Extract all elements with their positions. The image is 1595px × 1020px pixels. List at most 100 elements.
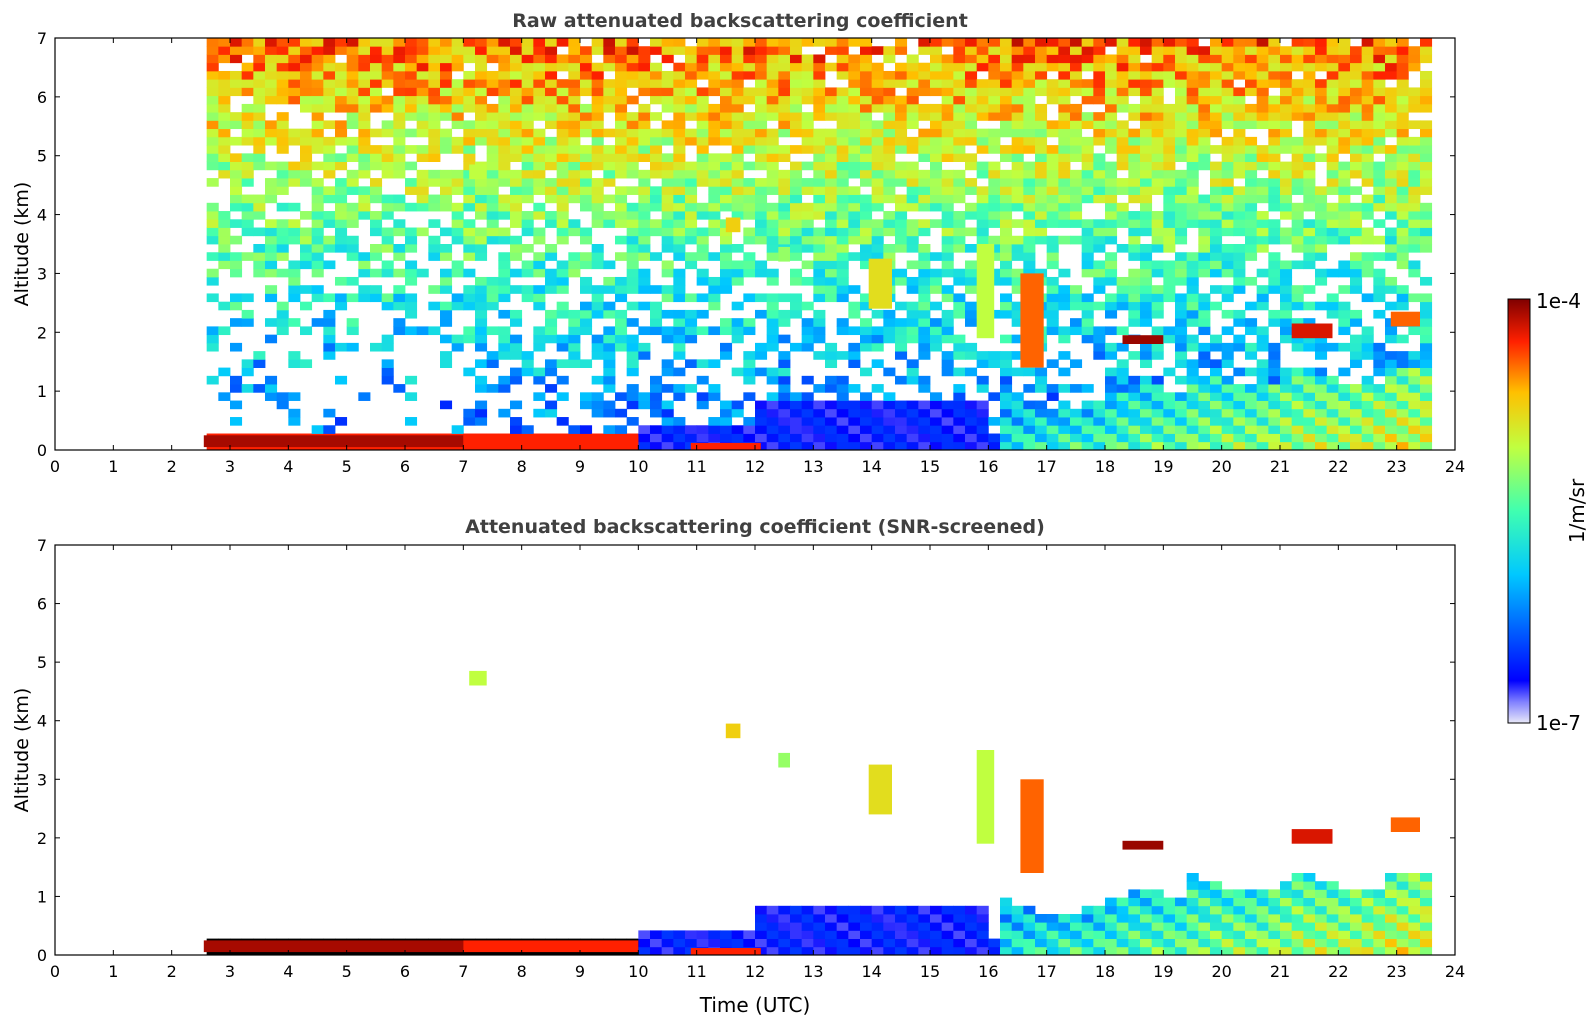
heatmap-cell bbox=[1245, 897, 1258, 907]
heatmap-cell bbox=[1315, 219, 1328, 228]
heatmap-cell bbox=[1070, 433, 1083, 443]
heatmap-cell bbox=[965, 309, 978, 319]
heatmap-cell bbox=[1081, 161, 1094, 171]
heatmap-cell bbox=[1280, 79, 1293, 88]
heatmap-cell bbox=[218, 136, 231, 146]
heatmap-cell bbox=[1175, 914, 1188, 923]
heatmap-cell bbox=[1081, 260, 1094, 270]
heatmap-cell bbox=[848, 54, 861, 64]
heatmap-cell bbox=[1350, 433, 1363, 443]
heatmap-cell bbox=[988, 359, 1001, 368]
heatmap-cell bbox=[673, 153, 686, 162]
heatmap-cell bbox=[1151, 227, 1164, 237]
heatmap-cell bbox=[405, 62, 418, 72]
heatmap-cell bbox=[288, 136, 301, 146]
y-tick-label: 7 bbox=[37, 29, 47, 48]
heatmap-cell bbox=[860, 392, 873, 401]
heatmap-cell bbox=[918, 425, 931, 434]
heatmap-cell bbox=[545, 276, 558, 286]
heatmap-cell bbox=[906, 359, 919, 368]
heatmap-cell bbox=[708, 433, 721, 443]
heatmap-cell bbox=[790, 70, 803, 80]
heatmap-cell bbox=[965, 938, 978, 948]
heatmap-cell bbox=[1070, 169, 1083, 179]
heatmap-cell bbox=[626, 342, 639, 352]
heatmap-cell bbox=[1070, 938, 1083, 948]
heatmap-cell bbox=[976, 136, 989, 146]
heatmap-cell bbox=[848, 235, 861, 245]
heatmap-cell bbox=[521, 359, 534, 368]
heatmap-cell bbox=[836, 938, 849, 948]
heatmap-cell bbox=[1396, 905, 1409, 915]
heatmap-cell bbox=[731, 128, 744, 138]
heatmap-cell bbox=[1373, 219, 1386, 228]
heatmap-cell bbox=[1023, 95, 1036, 105]
heatmap-cell bbox=[1420, 211, 1433, 220]
heatmap-cell bbox=[1233, 897, 1246, 907]
heatmap-cell bbox=[230, 342, 243, 352]
heatmap-cell bbox=[1303, 441, 1316, 451]
heatmap-cell bbox=[615, 326, 628, 336]
heatmap-cell bbox=[1151, 120, 1164, 130]
heatmap-cell bbox=[1291, 62, 1304, 72]
heatmap-cell bbox=[813, 334, 826, 344]
heatmap-cell bbox=[755, 194, 768, 204]
heatmap-cell bbox=[650, 112, 663, 121]
heatmap-cell bbox=[953, 62, 966, 72]
heatmap-cell bbox=[1373, 309, 1386, 319]
heatmap-cell bbox=[346, 244, 359, 253]
heatmap-cell bbox=[1361, 441, 1374, 451]
heatmap-cell bbox=[708, 219, 721, 228]
heatmap-cell bbox=[1385, 244, 1398, 253]
heatmap-cell bbox=[1256, 87, 1269, 97]
heatmap-cell bbox=[860, 260, 873, 270]
heatmap-cell bbox=[580, 46, 593, 55]
heatmap-cell bbox=[743, 186, 756, 195]
heatmap-cell bbox=[1291, 905, 1304, 915]
heatmap-cell bbox=[1081, 268, 1094, 278]
heatmap-cell bbox=[1116, 914, 1129, 923]
heatmap-cell bbox=[288, 268, 301, 278]
heatmap-cell bbox=[1058, 62, 1071, 72]
heatmap-cell bbox=[288, 351, 301, 360]
heatmap-cell bbox=[521, 153, 534, 162]
heatmap-cell bbox=[1046, 417, 1059, 426]
y-tick-label: 3 bbox=[37, 264, 47, 283]
heatmap-cell bbox=[1116, 367, 1129, 377]
heatmap-cell bbox=[1338, 178, 1351, 187]
heatmap-cell bbox=[766, 268, 779, 278]
heatmap-cell bbox=[778, 930, 791, 939]
heatmap-cell bbox=[918, 375, 931, 385]
heatmap-cell bbox=[1210, 95, 1223, 105]
heatmap-cell bbox=[1326, 433, 1339, 443]
heatmap-cell bbox=[755, 178, 768, 187]
heatmap-cell bbox=[1058, 417, 1071, 426]
heatmap-cell bbox=[451, 301, 464, 311]
heatmap-cell bbox=[1140, 408, 1153, 418]
heatmap-cell bbox=[358, 252, 371, 261]
heatmap-cell bbox=[1420, 202, 1433, 212]
heatmap-cell bbox=[1000, 417, 1013, 426]
heatmap-cell bbox=[626, 46, 639, 55]
heatmap-cell bbox=[638, 276, 651, 286]
heatmap-cell bbox=[1128, 309, 1141, 319]
heatmap-cell bbox=[1221, 54, 1234, 64]
heatmap-cell bbox=[755, 351, 768, 360]
heatmap-cell bbox=[533, 375, 546, 385]
heatmap-cell bbox=[1221, 922, 1234, 931]
heatmap-cell bbox=[1163, 392, 1176, 401]
heatmap-cell bbox=[941, 211, 954, 220]
heatmap-cell bbox=[836, 70, 849, 80]
heatmap-cell bbox=[1081, 293, 1094, 303]
heatmap-cell bbox=[1326, 103, 1339, 113]
heatmap-cell bbox=[463, 202, 476, 212]
heatmap-cell bbox=[1163, 260, 1176, 270]
heatmap-cell bbox=[1326, 136, 1339, 146]
heatmap-cell bbox=[1303, 260, 1316, 270]
heatmap-cell bbox=[381, 120, 394, 130]
heatmap-cell bbox=[615, 285, 628, 294]
heatmap-cell bbox=[895, 112, 908, 121]
heatmap-cell bbox=[311, 211, 324, 220]
heatmap-cell bbox=[1210, 930, 1223, 939]
heatmap-cell bbox=[871, 186, 884, 195]
